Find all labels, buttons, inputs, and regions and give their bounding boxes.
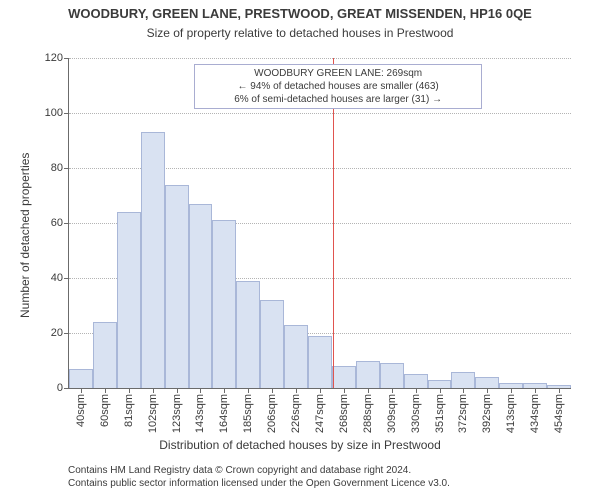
xtick-label: 226sqm: [290, 388, 302, 433]
xtick-label: 392sqm: [481, 388, 493, 433]
xtick-label: 206sqm: [266, 388, 278, 433]
histogram-bar: [356, 361, 380, 389]
histogram-bar: [69, 369, 93, 388]
x-axis-label: Distribution of detached houses by size …: [0, 438, 600, 452]
attribution-line-1: Contains HM Land Registry data © Crown c…: [68, 464, 450, 477]
histogram-bar: [404, 374, 428, 388]
histogram-bar: [332, 366, 356, 388]
annotation-line-1: WOODBURY GREEN LANE: 269sqm: [199, 67, 477, 80]
ytick-label: 20: [51, 327, 69, 339]
xtick-label: 60sqm: [99, 388, 111, 427]
xtick-label: 143sqm: [194, 388, 206, 433]
xtick-label: 434sqm: [529, 388, 541, 433]
xtick-label: 123sqm: [171, 388, 183, 433]
attribution-line-2: Contains public sector information licen…: [68, 477, 450, 490]
y-axis-label: Number of detached properties: [18, 153, 32, 318]
xtick-label: 268sqm: [338, 388, 350, 433]
xtick-label: 330sqm: [410, 388, 422, 433]
histogram-bar: [165, 185, 189, 389]
histogram-bar: [260, 300, 284, 388]
xtick-label: 185sqm: [242, 388, 254, 433]
ytick-label: 40: [51, 272, 69, 284]
xtick-label: 413sqm: [505, 388, 517, 433]
histogram-bar: [117, 212, 141, 388]
attribution-text: Contains HM Land Registry data © Crown c…: [68, 464, 450, 490]
xtick-label: 40sqm: [75, 388, 87, 427]
ytick-label: 0: [57, 382, 69, 394]
grid-line: [69, 58, 571, 59]
xtick-label: 309sqm: [386, 388, 398, 433]
histogram-bar: [428, 380, 452, 388]
histogram-bar: [212, 220, 236, 388]
histogram-bar: [236, 281, 260, 388]
annotation-box: WOODBURY GREEN LANE: 269sqm ← 94% of det…: [194, 64, 482, 109]
histogram-bar: [451, 372, 475, 389]
histogram-bar: [284, 325, 308, 388]
annotation-line-3: 6% of semi-detached houses are larger (3…: [199, 93, 477, 106]
xtick-label: 288sqm: [362, 388, 374, 433]
xtick-label: 351sqm: [434, 388, 446, 433]
annotation-line-2: ← 94% of detached houses are smaller (46…: [199, 80, 477, 93]
ytick-label: 100: [45, 107, 69, 119]
xtick-label: 454sqm: [553, 388, 565, 433]
chart-title: WOODBURY, GREEN LANE, PRESTWOOD, GREAT M…: [0, 6, 600, 21]
histogram-bar: [189, 204, 213, 388]
histogram-bar: [308, 336, 332, 388]
histogram-bar: [93, 322, 117, 388]
xtick-label: 81sqm: [123, 388, 135, 427]
xtick-label: 247sqm: [314, 388, 326, 433]
histogram-bar: [141, 132, 165, 388]
ytick-label: 120: [45, 52, 69, 64]
ytick-label: 80: [51, 162, 69, 174]
plot-area: 02040608010012040sqm60sqm81sqm102sqm123s…: [68, 58, 571, 389]
xtick-label: 372sqm: [457, 388, 469, 433]
xtick-label: 164sqm: [218, 388, 230, 433]
grid-line: [69, 113, 571, 114]
xtick-label: 102sqm: [147, 388, 159, 433]
chart-container: WOODBURY, GREEN LANE, PRESTWOOD, GREAT M…: [0, 0, 600, 500]
ytick-label: 60: [51, 217, 69, 229]
chart-subtitle: Size of property relative to detached ho…: [0, 26, 600, 40]
histogram-bar: [475, 377, 499, 388]
histogram-bar: [380, 363, 404, 388]
